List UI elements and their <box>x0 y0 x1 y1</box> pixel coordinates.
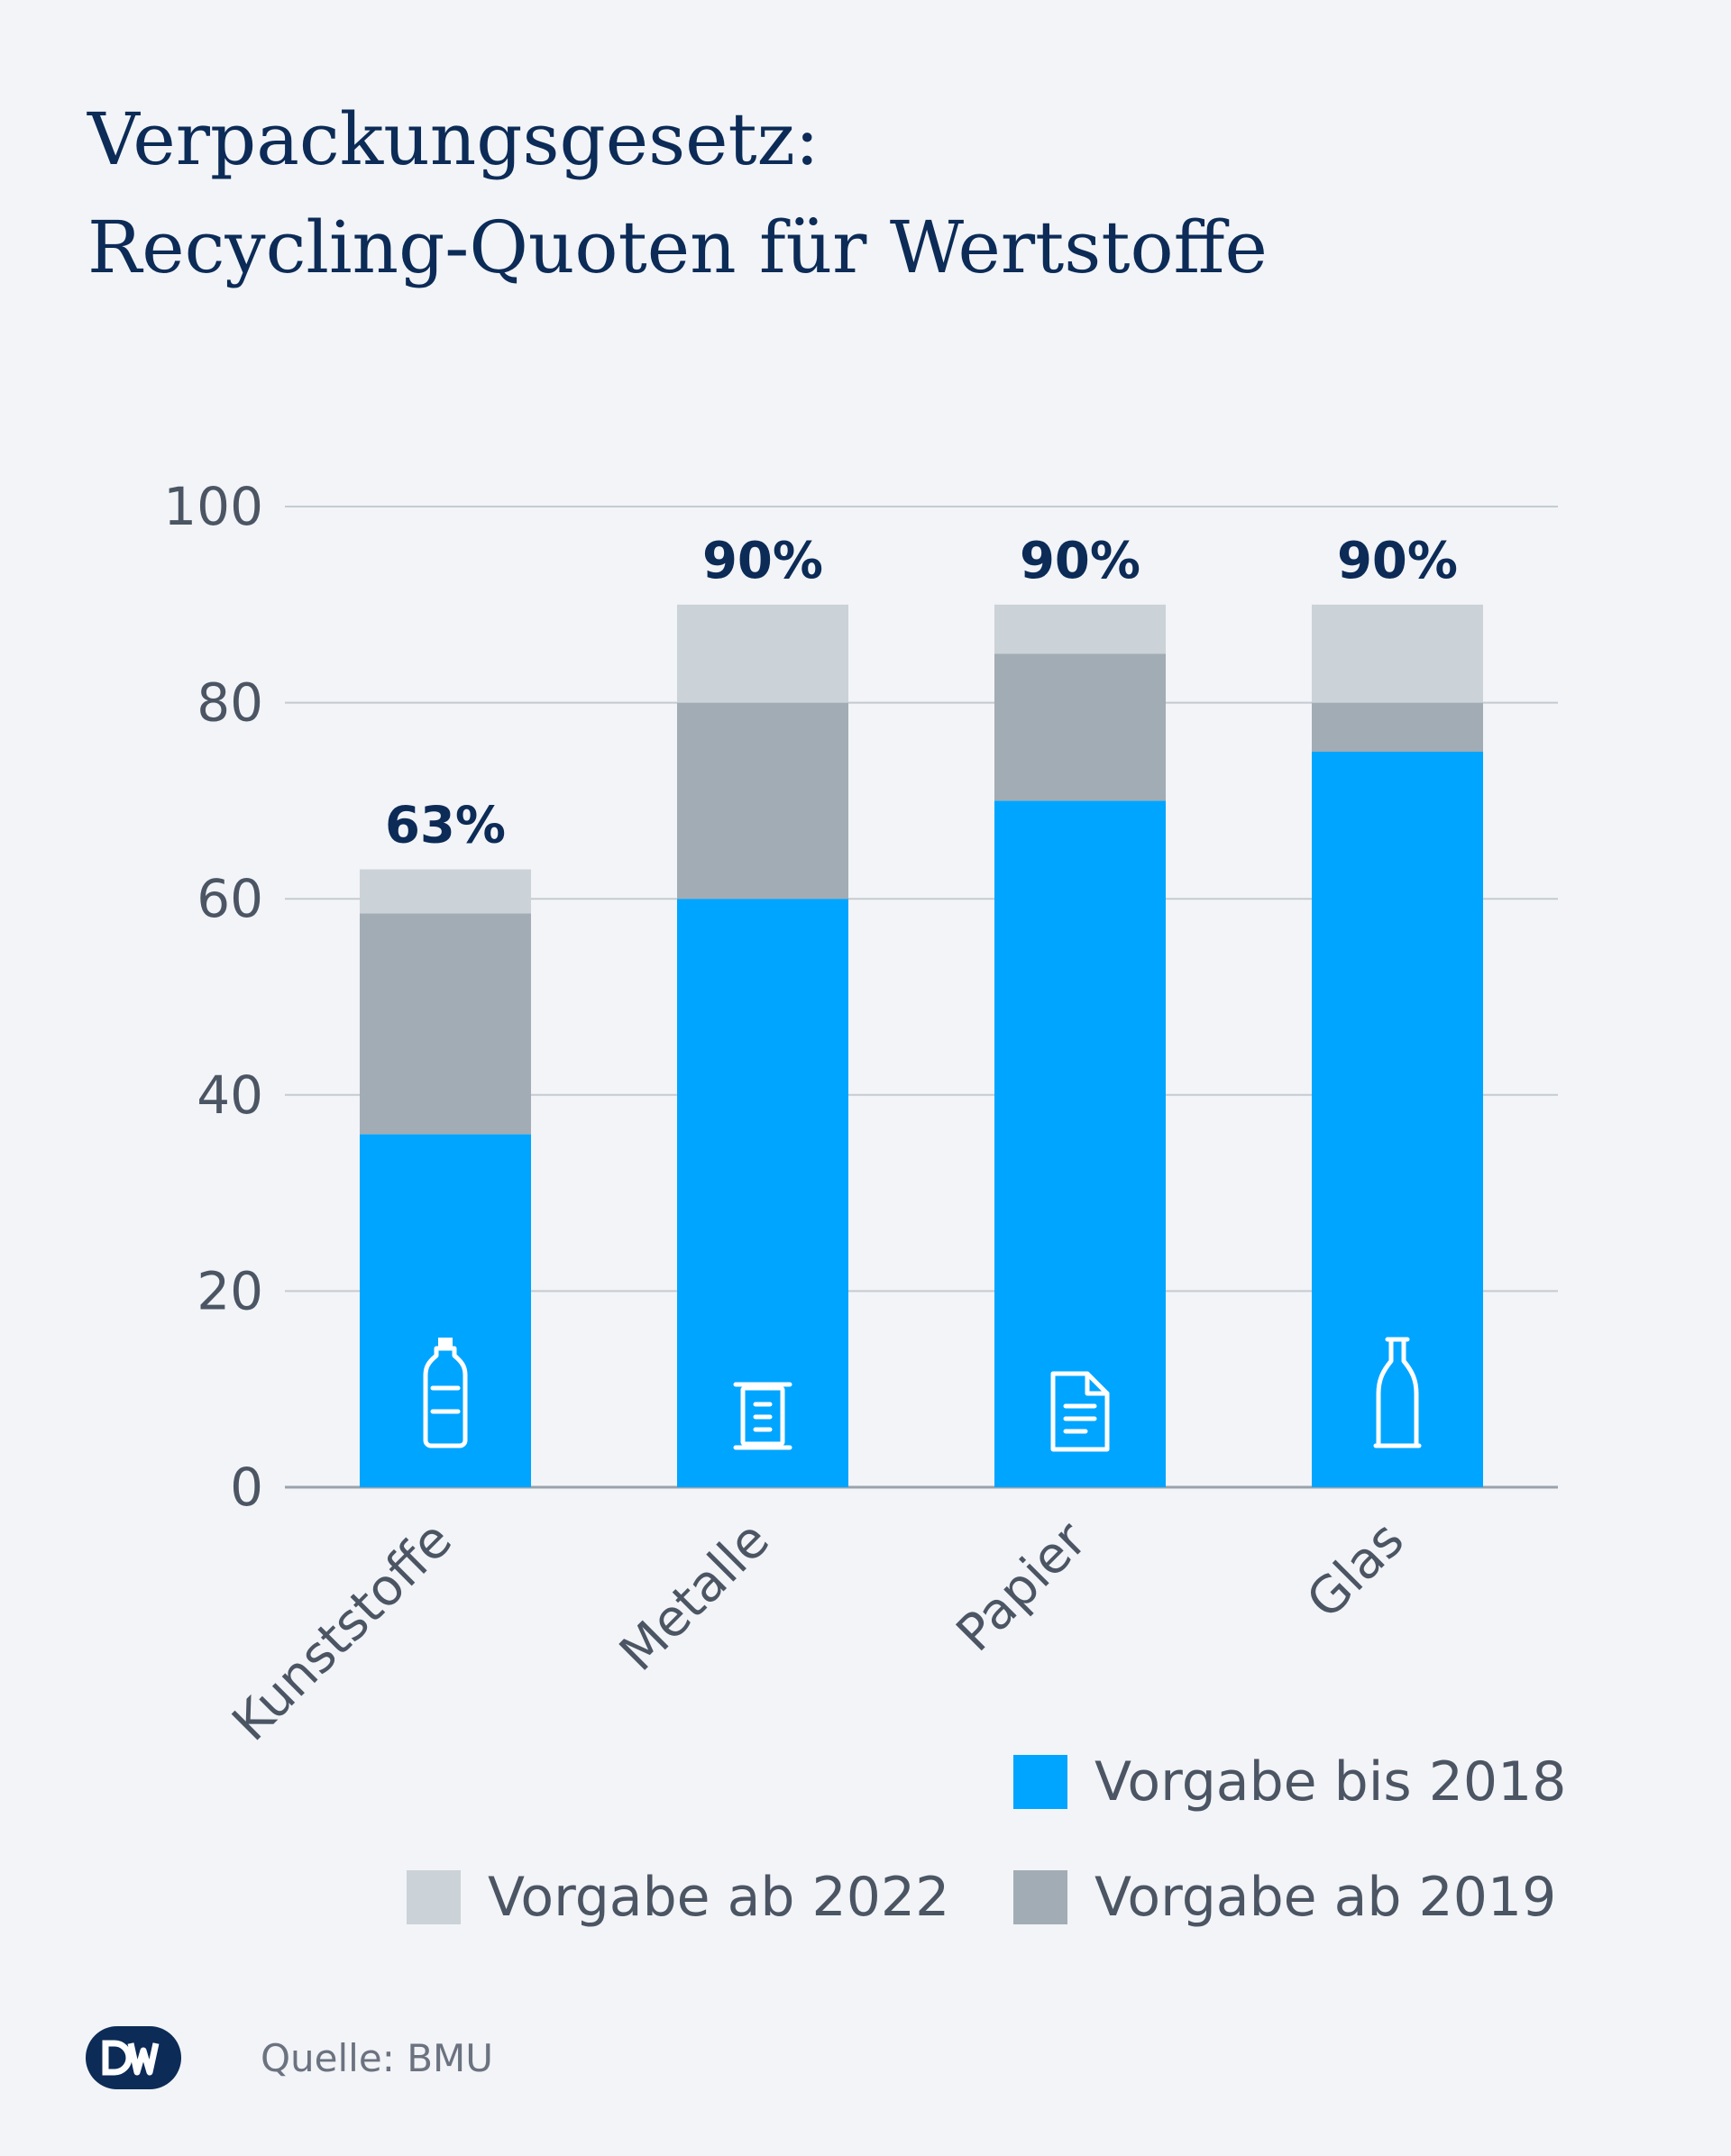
source-label: Quelle: BMU <box>261 2035 493 2080</box>
legend-swatch-2022 <box>407 1870 461 1924</box>
can-icon <box>733 1382 792 1450</box>
x-axis-label-metalle: Metalle <box>609 1511 781 1683</box>
total-label-kunststoffe: 63% <box>385 797 506 855</box>
glass-bottle-icon <box>1373 1337 1422 1448</box>
total-label-metalle: 90% <box>702 532 823 590</box>
chart-title-line-2: Recycling-Quoten für Wertstoffe <box>87 206 1268 289</box>
footer: Quelle: BMU <box>86 2026 493 2089</box>
bars <box>360 604 1483 1487</box>
dw-logo-mark <box>102 2040 160 2076</box>
legend-item-2019: Vorgabe ab 2019 <box>1013 1866 1556 1929</box>
total-label-glas: 90% <box>1337 532 1458 590</box>
bar-papier-series-1 <box>994 653 1166 801</box>
total-labels: 63% 90% 90% 90% <box>385 532 1458 855</box>
y-tick-label-40: 40 <box>197 1064 263 1126</box>
bar-kunststoffe-series-2 <box>360 869 531 914</box>
bar-glas-series-2 <box>1312 604 1483 703</box>
bar-glas-series-0 <box>1312 752 1483 1487</box>
bar-metalle-series-0 <box>677 899 848 1487</box>
y-tick-label-100: 100 <box>163 476 263 537</box>
document-icon <box>1050 1371 1110 1452</box>
legend-label-2022: Vorgabe ab 2022 <box>488 1866 950 1929</box>
y-tick-label-60: 60 <box>197 868 263 929</box>
bar-papier-series-2 <box>994 604 1166 654</box>
y-tick-label-80: 80 <box>197 672 263 734</box>
category-icons <box>423 1337 1422 1452</box>
x-axis-label-kunststoffe: Kunststoffe <box>222 1511 463 1752</box>
x-axis-label-papier: Papier <box>946 1510 1099 1663</box>
legend-label-2019: Vorgabe ab 2019 <box>1094 1866 1557 1929</box>
total-label-papier: 90% <box>1020 532 1140 590</box>
bar-glas-series-1 <box>1312 702 1483 752</box>
stacked-bar-chart: 0 20 40 60 80 100 63% 90% 90% 90% Kunststoffe Met… <box>163 476 1558 1752</box>
bar-metalle-series-1 <box>677 702 848 900</box>
y-tick-label-0: 0 <box>230 1457 263 1518</box>
x-axis-label-glas: Glas <box>1296 1511 1415 1631</box>
dw-logo <box>86 2026 181 2089</box>
chart-title-line-1: Verpackungsgesetz: <box>87 97 820 181</box>
bar-metalle-series-2 <box>677 604 848 703</box>
bar-kunststoffe-series-1 <box>360 913 531 1135</box>
legend-swatch-2019 <box>1013 1870 1067 1924</box>
bottle-icon <box>423 1338 468 1448</box>
bar-papier-series-0 <box>994 800 1166 1487</box>
y-axis-ticks: 0 20 40 60 80 100 <box>163 476 263 1518</box>
chart-title: Verpackungsgesetz: Recycling-Quoten für … <box>87 86 1620 302</box>
x-axis-labels: Kunststoffe Metalle Papier Glas <box>222 1510 1415 1752</box>
bar-kunststoffe-series-0 <box>360 1134 531 1487</box>
y-tick-label-20: 20 <box>197 1260 263 1321</box>
legend-item-2022: Vorgabe ab 2022 <box>407 1866 949 1929</box>
